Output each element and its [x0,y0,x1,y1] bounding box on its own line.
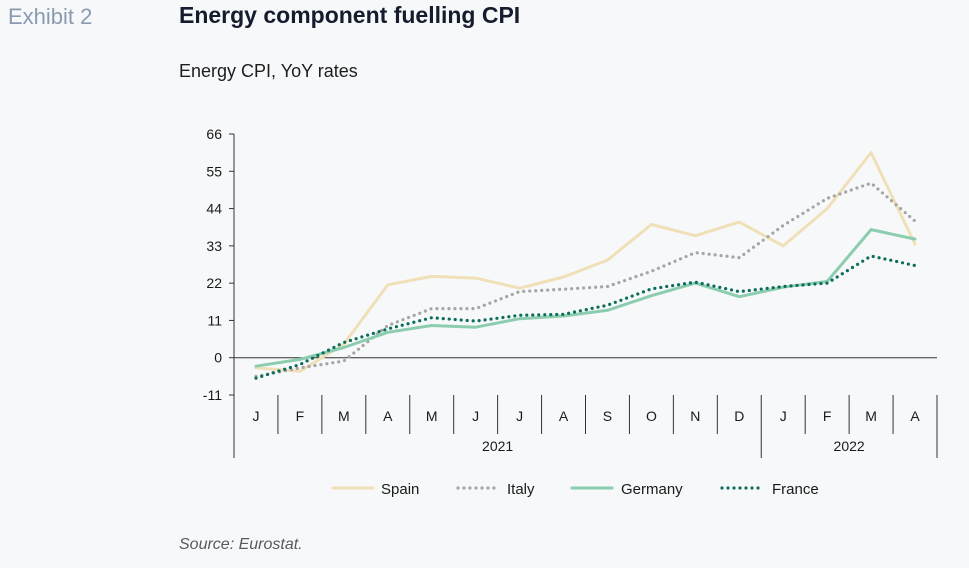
x-tick-label: M [338,408,350,424]
x-tick-label: M [865,408,877,424]
x-tick-label: F [823,408,832,424]
x-tick-label: M [426,408,438,424]
x-tick-label: A [383,408,393,424]
series-line-italy [254,181,917,378]
y-tick-label: -11 [203,387,222,403]
x-tick-label: D [734,408,744,424]
exhibit-label: Exhibit 2 [8,4,93,29]
y-tick-label: 11 [207,312,222,328]
y-axis: 66 55 44 33 22 11 0 -11 [203,126,235,403]
legend-label: France [772,481,819,498]
legend-item-italy: Italy [456,481,535,498]
x-tick-label: J [516,408,523,424]
x-tick-label: A [910,408,920,424]
legend: Spain Italy Germany France [331,481,819,498]
x-tick-label: A [559,408,569,424]
legend-label: Italy [507,481,535,498]
x-tick-label: O [646,408,657,424]
chart-subtitle: Energy CPI, YoY rates [179,61,358,81]
y-tick-label: 0 [214,350,222,366]
series-lines [254,151,917,380]
legend-item-germany: Germany [570,481,683,498]
x-group-label: 2022 [834,438,865,454]
x-tick-label: J [252,408,259,424]
x-group-label: 2021 [482,438,513,454]
y-tick-label: 66 [206,126,222,142]
y-tick-label: 55 [206,163,222,179]
x-axis: J F M A M J J A S O N D J F M A 2021 2022 [233,357,938,458]
series-line-spain [254,151,917,373]
y-tick-label: 22 [206,275,222,291]
legend-label: Spain [381,481,419,498]
legend-item-france: France [720,481,819,498]
legend-item-spain: Spain [331,481,419,498]
series-line-france [254,254,917,380]
chart-title: Energy component fuelling CPI [179,2,521,28]
y-tick-label: 44 [206,201,222,217]
x-tick-label: N [690,408,700,424]
x-tick-label: J [472,408,479,424]
series-line-germany [254,228,917,368]
source-note: Source: Eurostat. [179,536,303,553]
x-tick-label: F [296,408,305,424]
legend-label: Germany [621,481,683,498]
y-tick-label: 33 [206,238,222,254]
x-tick-label: S [603,408,612,424]
x-tick-label: J [780,408,787,424]
